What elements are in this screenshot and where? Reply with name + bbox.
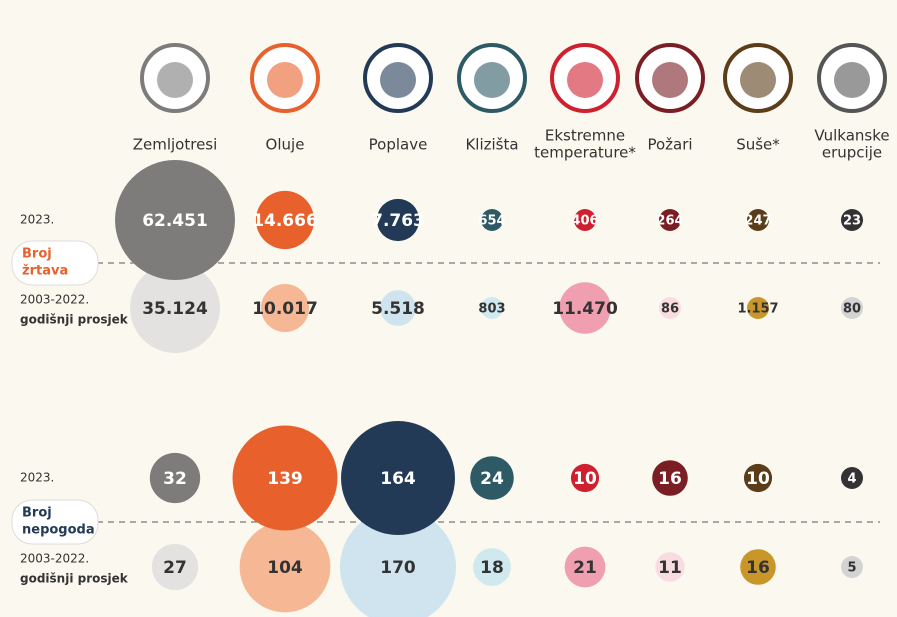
value-label: 5 <box>847 561 856 576</box>
value-label: 264 <box>656 214 683 229</box>
row-label-sub: godišnji prosjek <box>20 313 129 327</box>
category-icon-inner <box>474 62 510 98</box>
bubble <box>239 521 331 613</box>
value-label: 21 <box>573 558 597 578</box>
panel-badge <box>11 240 99 286</box>
value-label: 11.470 <box>552 299 618 319</box>
bubble <box>232 425 338 531</box>
value-label: 10.017 <box>252 299 318 319</box>
category-label: Suše* <box>736 136 780 154</box>
bubble <box>740 549 776 585</box>
category-label: Zemljotresi <box>133 136 218 154</box>
bubble <box>655 552 685 582</box>
value-label: 35.124 <box>142 299 208 319</box>
row-label-sub: godišnji prosjek <box>20 572 129 586</box>
row-label: 2023. <box>20 213 54 227</box>
row-label: 2023. <box>20 471 54 485</box>
value-label: 16 <box>658 469 682 489</box>
bubble <box>260 283 310 333</box>
bubble <box>151 543 199 591</box>
bubble <box>341 421 455 535</box>
bubble <box>149 452 201 504</box>
value-label: 654 <box>478 214 505 229</box>
category-label: Oluje <box>266 136 305 154</box>
bubble <box>130 263 220 353</box>
value-label: 247 <box>744 214 771 229</box>
bubble <box>743 463 773 493</box>
value-label: 80 <box>843 302 861 317</box>
panel-label: Broj <box>22 247 52 262</box>
bubble <box>841 556 863 578</box>
value-label: 27 <box>163 558 187 578</box>
value-label: 23 <box>843 214 861 229</box>
value-label: 14.666 <box>252 211 318 231</box>
category-icon-inner <box>652 62 688 98</box>
value-label: 164 <box>380 469 416 489</box>
bubble <box>652 460 688 496</box>
bubble <box>841 297 863 319</box>
value-label: 104 <box>267 558 303 578</box>
bubble <box>473 548 511 586</box>
panel-badge <box>11 499 99 545</box>
value-label: 18 <box>480 558 504 578</box>
bubble <box>574 209 596 231</box>
value-label: 7.763 <box>371 211 425 231</box>
bubble <box>841 209 863 231</box>
bubble <box>380 290 416 326</box>
row-label: 2003-2022. <box>20 293 89 307</box>
category-icon-inner <box>380 62 416 98</box>
panel-label: nepogoda <box>22 523 95 538</box>
value-label: 11 <box>658 558 682 578</box>
bubble <box>481 297 503 319</box>
category-label: erupcije <box>822 144 882 162</box>
category-label: Poplave <box>369 136 428 154</box>
bubble <box>747 297 769 319</box>
panel-label: žrtava <box>22 264 68 279</box>
category-icon-inner <box>567 62 603 98</box>
bubble <box>841 467 863 489</box>
value-label: 1.157 <box>737 302 778 317</box>
bubble <box>376 198 420 242</box>
category-icon-inner <box>157 62 193 98</box>
value-label: 170 <box>380 558 416 578</box>
category-label: Klizišta <box>465 136 518 154</box>
bubble <box>570 463 600 493</box>
bubble <box>481 209 503 231</box>
bubble <box>747 209 769 231</box>
bubble <box>255 190 315 250</box>
value-label: 32 <box>163 469 187 489</box>
value-label: 62.451 <box>142 211 208 231</box>
category-label: Požari <box>647 136 692 154</box>
value-label: 10 <box>573 469 597 489</box>
bubble <box>559 282 611 334</box>
value-label: 10 <box>746 469 770 489</box>
category-icon-inner <box>740 62 776 98</box>
bubble <box>470 456 514 500</box>
bubble <box>115 160 235 280</box>
bubble <box>659 297 681 319</box>
value-label: 406 <box>571 214 598 229</box>
value-label: 86 <box>661 302 679 317</box>
panel-label: Broj <box>22 506 52 521</box>
bubble <box>659 209 681 231</box>
value-label: 5.518 <box>371 299 425 319</box>
value-label: 139 <box>267 469 303 489</box>
category-label: Ekstremne <box>545 127 625 145</box>
value-label: 16 <box>746 558 770 578</box>
bubble <box>339 508 457 617</box>
value-label: 803 <box>478 302 505 317</box>
value-label: 4 <box>847 472 856 487</box>
category-label: Vulkanske <box>814 127 889 145</box>
bubble <box>564 546 606 588</box>
category-label: temperature* <box>534 144 636 162</box>
category-icon-inner <box>267 62 303 98</box>
category-icon-inner <box>834 62 870 98</box>
row-label: 2003-2022. <box>20 552 89 566</box>
value-label: 24 <box>480 469 504 489</box>
